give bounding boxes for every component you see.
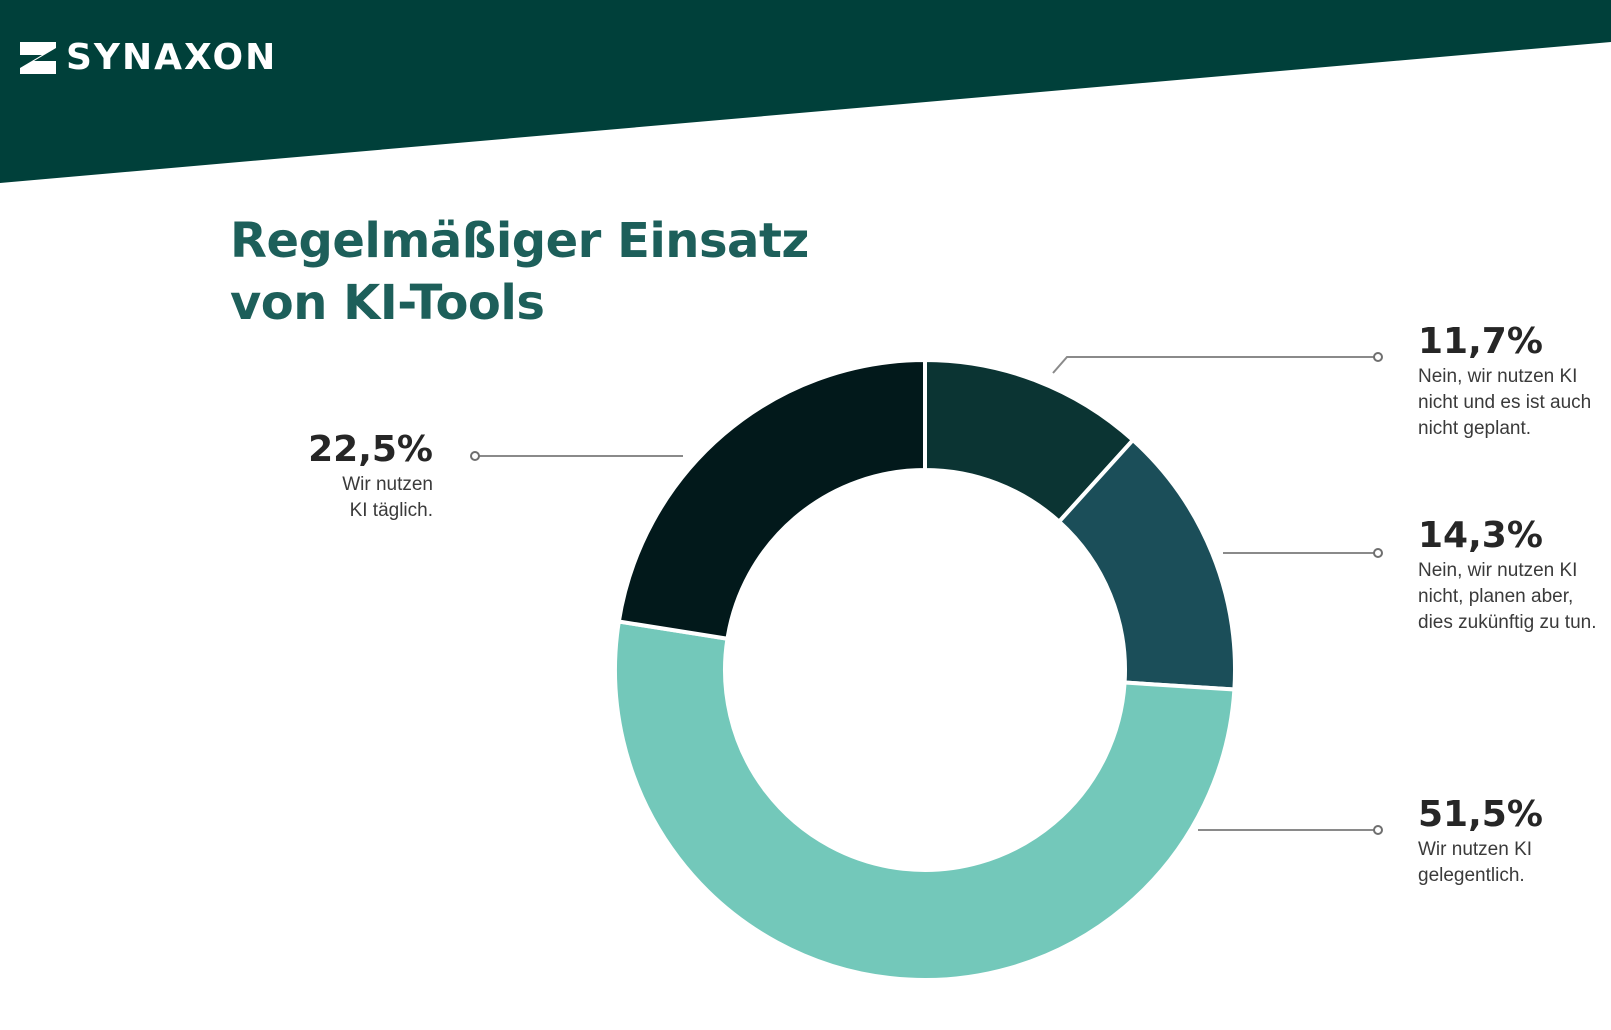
leader-line-nicht-geplant — [1052, 356, 1378, 374]
synaxon-logo-icon — [20, 42, 56, 74]
synaxon-logo: SYNAXON — [20, 40, 277, 76]
slice-value-label: 22,5% — [308, 429, 433, 470]
leader-dot — [1373, 825, 1383, 835]
slice-description: Wir nutzen KI täglich. — [342, 474, 433, 521]
slice-label-geplant: 14,3% Nein, wir nutzen KI nicht, planen … — [1418, 514, 1597, 636]
slice-value-label: 51,5% — [1418, 794, 1543, 835]
header-banner — [0, 0, 1611, 183]
leader-dot — [1373, 548, 1383, 558]
donut-slice-gelegentlich — [613, 619, 1237, 982]
title-line-1: Regelmäßiger Einsatz — [230, 213, 809, 269]
title-line-2: von KI-Tools — [230, 275, 545, 331]
brand-name: SYNAXON — [66, 37, 278, 78]
slice-label-nicht-geplant: 11,7% Nein, wir nutzen KI nicht und es i… — [1418, 320, 1591, 442]
slice-value-label: 14,3% — [1418, 515, 1543, 556]
slice-description: Nein, wir nutzen KI nicht und es ist auc… — [1418, 366, 1592, 439]
slice-value-label: 11,7% — [1418, 321, 1543, 362]
leader-dot — [1373, 352, 1383, 362]
leader-dot — [470, 451, 480, 461]
donut-slice-taeglich — [616, 357, 927, 642]
slice-description: Nein, wir nutzen KI nicht, planen aber, … — [1418, 560, 1597, 633]
slice-label-gelegentlich: 51,5% Wir nutzen KI gelegentlich. — [1418, 793, 1543, 889]
page-title: Regelmäßiger Einsatz von KI-Tools — [230, 210, 809, 334]
slice-label-taeglich: 22,5% Wir nutzen KI täglich. — [308, 428, 433, 524]
slice-description: Wir nutzen KI gelegentlich. — [1418, 839, 1533, 886]
leader-lines — [470, 352, 1383, 835]
donut-slices — [613, 357, 1237, 982]
